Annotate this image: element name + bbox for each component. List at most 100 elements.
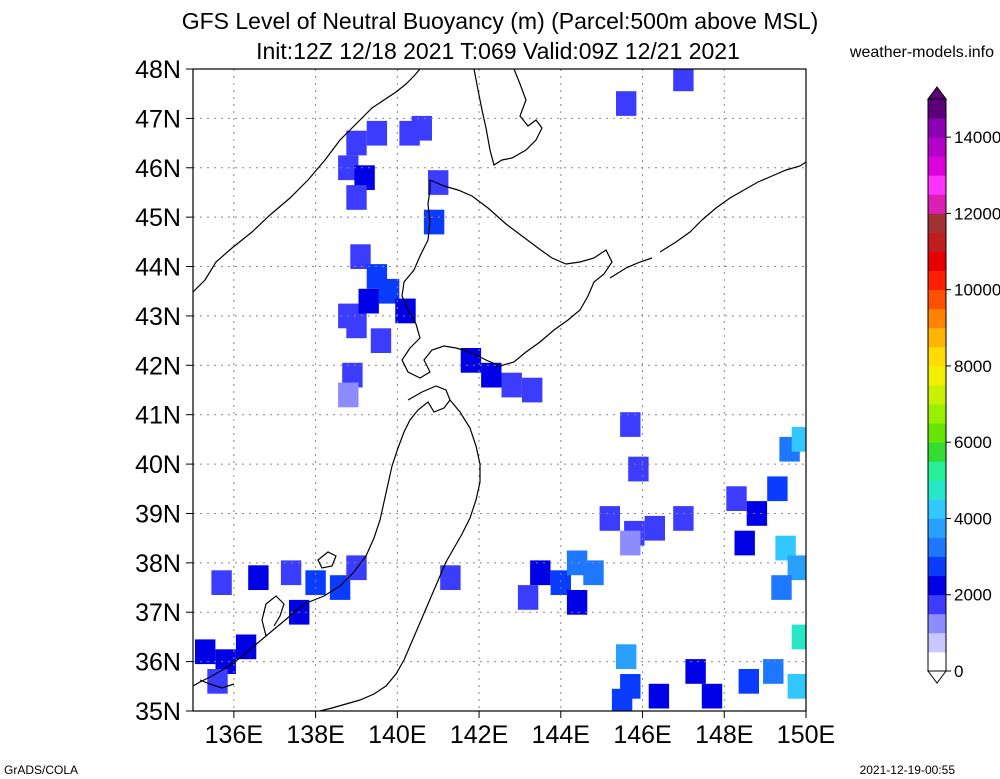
heatmap-cell xyxy=(501,372,522,398)
colorbar-segment xyxy=(928,556,946,577)
heatmap-cell xyxy=(620,530,641,556)
footer-software: GrADS/COLA xyxy=(4,763,79,777)
colorbar-segment xyxy=(928,156,946,176)
colorbar-label: 2000 xyxy=(954,586,992,605)
heatmap-cell xyxy=(787,674,806,699)
colorbar-segment xyxy=(928,251,946,271)
lon-tick-label: 148E xyxy=(695,721,753,749)
colorbar-label: 0 xyxy=(954,662,963,681)
colorbar-label: 12000 xyxy=(954,204,1000,223)
heatmap-cell xyxy=(211,570,232,595)
lon-tick-label: 138E xyxy=(286,721,344,749)
heatmap-cell xyxy=(460,348,482,373)
gridlines xyxy=(193,69,807,711)
lat-tick-label: 43N xyxy=(135,303,181,331)
colorbar-segment xyxy=(928,365,946,386)
heatmap-cell xyxy=(673,69,694,92)
colorbar-segment xyxy=(928,518,946,538)
heatmap-cell xyxy=(599,506,620,531)
colorbar-segment xyxy=(928,327,946,348)
colorbar-segment xyxy=(928,480,946,500)
colorbar-segment xyxy=(928,346,946,367)
lat-tick-label: 48N xyxy=(135,56,181,84)
heatmap-cell xyxy=(235,634,257,660)
colorbar-segment xyxy=(928,575,946,596)
heatmap-cell xyxy=(616,644,637,669)
colorbar-label: 4000 xyxy=(954,509,992,528)
heatmap-cell xyxy=(354,165,375,190)
lat-tick-label: 44N xyxy=(135,254,181,282)
heatmap-cell xyxy=(395,298,416,324)
colorbar-segment xyxy=(928,613,946,634)
lon-tick-label: 146E xyxy=(613,721,671,749)
colorbar-segment xyxy=(928,651,946,672)
heatmap-cell xyxy=(358,288,379,314)
colorbar-segment xyxy=(928,632,946,653)
lat-tick-label: 39N xyxy=(135,500,181,528)
heatmap-cell xyxy=(481,362,502,388)
heatmap-cell xyxy=(550,570,571,595)
heatmap-cell xyxy=(791,427,806,452)
heatmap-cell xyxy=(787,555,806,581)
heatmap-cell xyxy=(644,515,665,541)
lat-tick-label: 45N xyxy=(135,204,181,232)
lon-tick-label: 140E xyxy=(368,721,426,749)
heatmap-cell xyxy=(366,120,388,146)
heatmap-cell xyxy=(611,688,633,711)
colorbar-segment xyxy=(928,461,946,481)
heatmap-cell xyxy=(791,624,806,650)
heatmap-cell xyxy=(566,590,588,615)
heatmap-cell xyxy=(440,565,461,590)
heatmap-cell xyxy=(346,185,367,210)
heatmap-cell xyxy=(738,669,759,694)
heatmap-cell xyxy=(616,91,637,116)
heatmap-cell xyxy=(620,412,641,437)
lon-tick-label: 142E xyxy=(450,721,508,749)
heatmap-cell xyxy=(428,170,449,195)
colorbar-segment xyxy=(928,99,946,119)
colorbar-label: 14000 xyxy=(954,128,1000,147)
colorbar-segment xyxy=(928,404,946,424)
colorbar-segment xyxy=(928,137,946,157)
heatmap-cell xyxy=(423,209,445,235)
heatmap-cell xyxy=(701,683,723,709)
heatmap-cell xyxy=(215,649,236,674)
heatmap-cell xyxy=(248,565,269,590)
footer-timestamp: 2021-12-19-00:55 xyxy=(859,763,955,777)
lat-tick-label: 36N xyxy=(135,649,181,677)
colorbar-segment xyxy=(928,308,946,329)
colorbar-label: 8000 xyxy=(954,357,992,376)
colorbar-segment xyxy=(928,194,946,214)
colorbar-segment xyxy=(928,499,946,519)
lat-tick-label: 40N xyxy=(135,451,181,479)
heatmap-cell xyxy=(628,456,649,482)
colorbar-segment xyxy=(928,423,946,443)
heatmap-cell xyxy=(726,486,747,511)
lat-tick-label: 38N xyxy=(135,550,181,578)
heatmap-cell xyxy=(411,115,432,141)
heatmap-cell xyxy=(583,560,604,586)
heatmap-cell xyxy=(517,585,539,610)
heatmap-cell xyxy=(305,570,326,595)
axis-ticks: 136E 138E 140E 142E 144E 146E 148E 150E 35N 36N 37… xyxy=(135,56,835,749)
heatmap-cell xyxy=(648,683,670,709)
heatmap-cell xyxy=(370,328,392,353)
colorbar-segment xyxy=(928,213,946,233)
heatmap-cell xyxy=(763,659,784,684)
heatmap-cell xyxy=(775,535,796,561)
heatmap-cell xyxy=(522,377,543,403)
lat-tick-label: 35N xyxy=(135,698,181,726)
heatmap-cell xyxy=(746,501,768,526)
colorbar: 0 2000 4000 6000 8000 10000 12000 14000 xyxy=(927,86,1000,684)
heatmap-cell xyxy=(350,244,371,269)
colorbar-segment xyxy=(928,537,946,557)
colorbar-segment xyxy=(928,270,946,291)
heatmap-cell xyxy=(734,530,755,556)
colorbar-segment xyxy=(928,118,946,138)
colorbar-max-arrow xyxy=(927,86,947,100)
heatmap-cell xyxy=(673,506,694,531)
colorbar-min-arrow xyxy=(927,670,947,684)
lon-tick-label: 136E xyxy=(205,721,263,749)
lon-tick-label: 144E xyxy=(532,721,590,749)
lat-tick-label: 46N xyxy=(135,155,181,183)
